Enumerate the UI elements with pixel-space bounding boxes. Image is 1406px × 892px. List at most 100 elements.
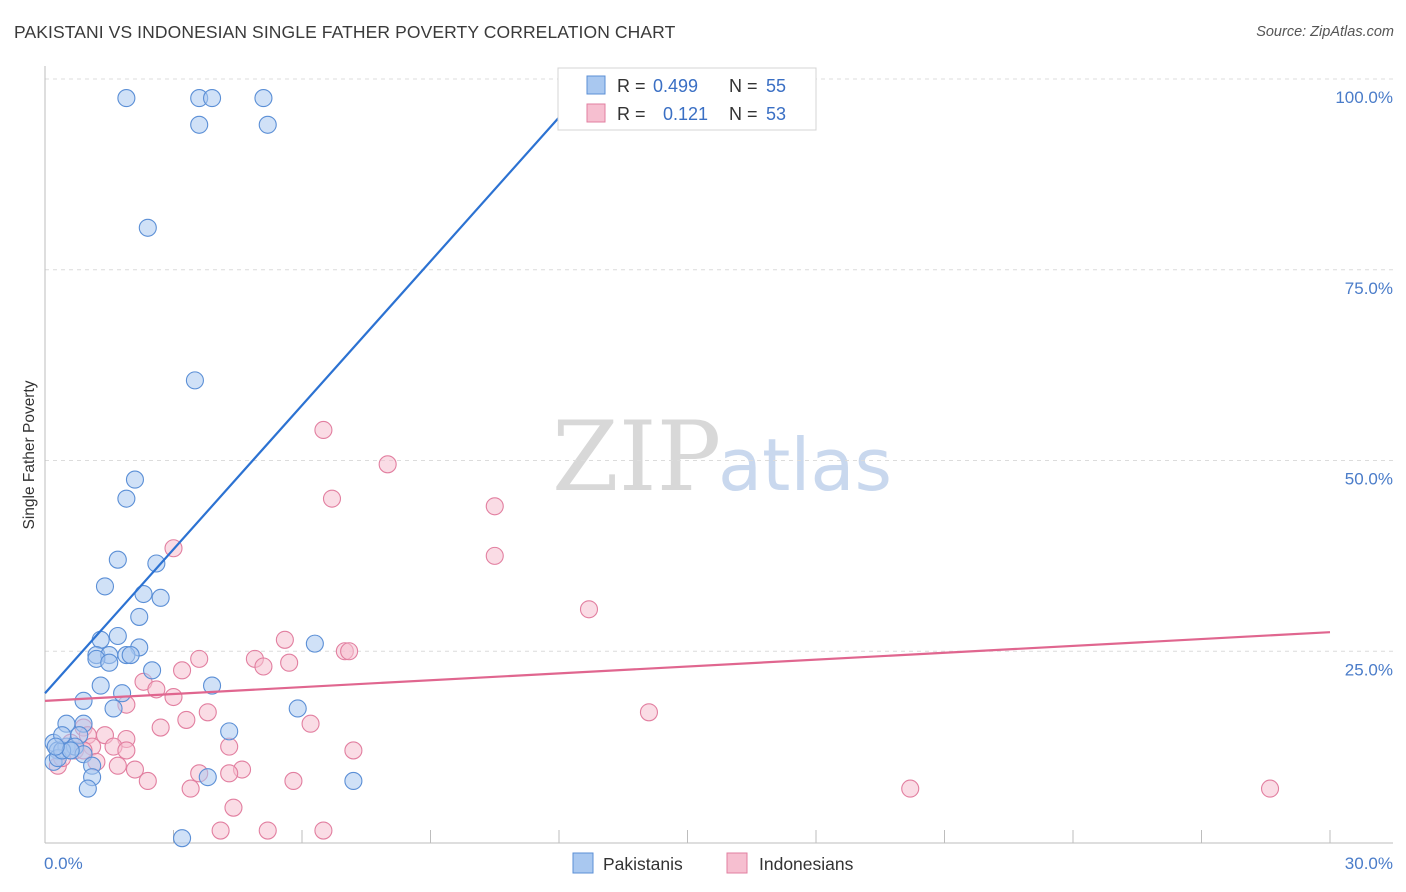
pakistani-point-23: [121, 646, 140, 665]
indonesian-point-47: [901, 779, 920, 798]
pakistani-point-14: [151, 588, 170, 607]
indonesian-point-14: [254, 657, 273, 676]
indonesian-point-37: [108, 756, 127, 775]
trend-line-pakistanis: [44, 78, 595, 694]
legend-swatch-indonesians: [726, 852, 748, 874]
pakistani-point-8: [125, 470, 144, 489]
indonesian-point-21: [177, 710, 196, 729]
indonesian-point-0: [314, 420, 333, 440]
indonesian-point-19: [198, 703, 217, 722]
pakistani-point-17: [91, 630, 110, 649]
legend-r-label-1: R =: [617, 76, 646, 96]
pakistani-point-16: [108, 626, 127, 646]
y-tick-label-0: 100.0%: [1335, 88, 1393, 107]
series-legend: Pakistanis Indonesians: [572, 852, 854, 874]
trend-line-indonesians: [44, 631, 1331, 702]
legend-r-value-1: 0.499: [653, 76, 698, 96]
watermark-zip: ZIP: [552, 401, 721, 513]
indonesian-point-23: [151, 718, 170, 737]
pakistani-point-12: [95, 577, 115, 596]
indonesian-point-34: [344, 741, 363, 760]
pakistani-point-2: [203, 89, 222, 108]
trend-lines: [44, 78, 1331, 702]
legend-n-value-2: 53: [766, 104, 786, 124]
chart-title: PAKISTANI VS INDONESIAN SINGLE FATHER PO…: [14, 22, 676, 42]
pakistani-point-49: [198, 768, 217, 787]
indonesian-point-33: [220, 737, 239, 756]
indonesian-point-49: [224, 798, 243, 817]
y-axis-label: Single Father Poverty: [21, 380, 38, 529]
pakistani-point-26: [143, 661, 162, 680]
pakistani-point-52: [173, 829, 192, 848]
pakistani-point-3: [254, 89, 273, 108]
indonesian-point-17: [164, 687, 183, 707]
pakistani-point-28: [203, 676, 222, 695]
pakistani-point-5: [258, 115, 277, 134]
y-tick-label-2: 50.0%: [1345, 470, 1393, 489]
pakistani-point-0: [117, 89, 136, 108]
pakistani-point-9: [117, 489, 136, 508]
indonesian-point-2: [322, 489, 342, 508]
indonesian-point-38: [125, 760, 144, 779]
indonesian-point-6: [579, 600, 599, 619]
indonesian-point-44: [284, 771, 303, 791]
legend-label-indonesians: Indonesians: [759, 854, 854, 874]
legend-swatch-pakistanis: [572, 852, 594, 874]
pakistani-point-11: [147, 554, 166, 573]
pakistani-point-10: [108, 550, 127, 569]
pakistani-point-32: [288, 699, 307, 718]
pakistani-point-7: [185, 371, 204, 390]
legend-n-label-2: N =: [729, 104, 758, 124]
indonesian-point-1: [378, 455, 397, 474]
legend-label-pakistanis: Pakistanis: [603, 854, 683, 874]
indonesian-point-12: [280, 653, 299, 672]
pakistani-point-54: [46, 737, 65, 756]
indonesian-point-3: [485, 497, 504, 516]
indonesian-point-22: [301, 714, 320, 733]
pakistani-point-30: [74, 691, 93, 710]
pakistani-point-29: [113, 684, 132, 703]
pakistani-point-13: [134, 584, 153, 604]
indonesian-point-50: [211, 821, 230, 840]
indonesian-point-42: [220, 764, 239, 783]
indonesian-point-43: [138, 771, 157, 791]
indonesian-point-7: [275, 630, 294, 649]
pakistani-point-6: [138, 218, 157, 237]
x-tick-label-min: 0.0%: [44, 854, 83, 873]
y-tick-label-1: 75.0%: [1345, 279, 1393, 298]
indonesian-point-46: [181, 779, 200, 798]
pakistani-point-15: [130, 607, 149, 626]
legend-r-value-2: 0.121: [663, 104, 708, 124]
indonesian-point-5: [485, 546, 504, 565]
indonesian-point-32: [117, 741, 136, 760]
pakistani-point-4: [190, 115, 209, 134]
series-pakistanis: [44, 89, 363, 848]
indonesian-point-20: [639, 703, 659, 722]
indonesian-point-9: [340, 642, 359, 661]
indonesian-point-48: [1260, 779, 1280, 798]
x-tick-label-max: 30.0%: [1345, 854, 1393, 873]
pakistani-point-27: [91, 676, 110, 695]
watermark-atlas: atlas: [718, 423, 892, 507]
indonesian-point-13: [173, 661, 192, 680]
legend-swatch-indonesian: [586, 103, 606, 123]
indonesian-point-51: [258, 821, 277, 840]
chart-source: Source: ZipAtlas.com: [1256, 24, 1394, 40]
y-tick-label-3: 25.0%: [1345, 660, 1393, 679]
legend-swatch-pakistani: [586, 75, 606, 95]
y-tick-labels: 100.0% 75.0% 50.0% 25.0%: [1335, 88, 1393, 679]
pakistani-point-31: [104, 699, 123, 718]
gridlines: [45, 78, 1393, 652]
pakistani-point-25: [100, 653, 119, 672]
pakistani-point-35: [220, 722, 239, 741]
pakistani-point-51: [78, 779, 97, 798]
indonesian-point-10: [190, 649, 209, 668]
legend-r-label-2: R =: [617, 104, 646, 124]
pakistani-point-19: [305, 634, 324, 653]
pakistani-point-46: [61, 741, 80, 760]
correlation-legend: R = 0.499 N = 55 R = 0.121 N = 53: [557, 67, 817, 131]
legend-n-label-1: N =: [729, 76, 758, 96]
indonesian-point-52: [314, 821, 333, 840]
pakistani-point-50: [344, 771, 363, 791]
